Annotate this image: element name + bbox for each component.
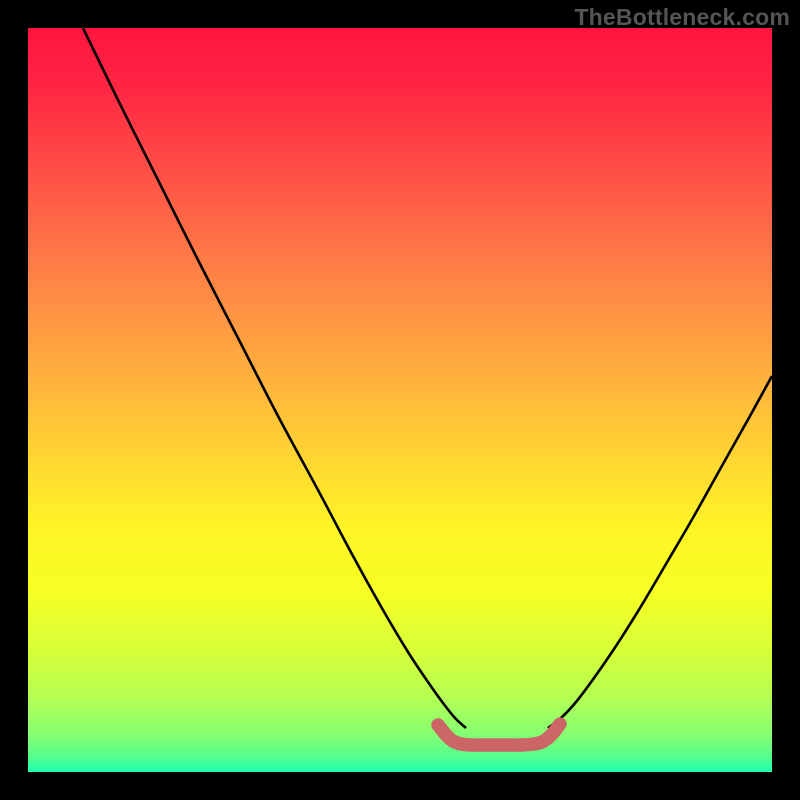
watermark-text: TheBottleneck.com <box>574 4 790 31</box>
curve-left <box>83 28 466 728</box>
trough-highlight <box>438 724 560 745</box>
curves-layer <box>28 28 772 772</box>
chart-area <box>28 28 772 772</box>
curve-right <box>548 376 772 728</box>
